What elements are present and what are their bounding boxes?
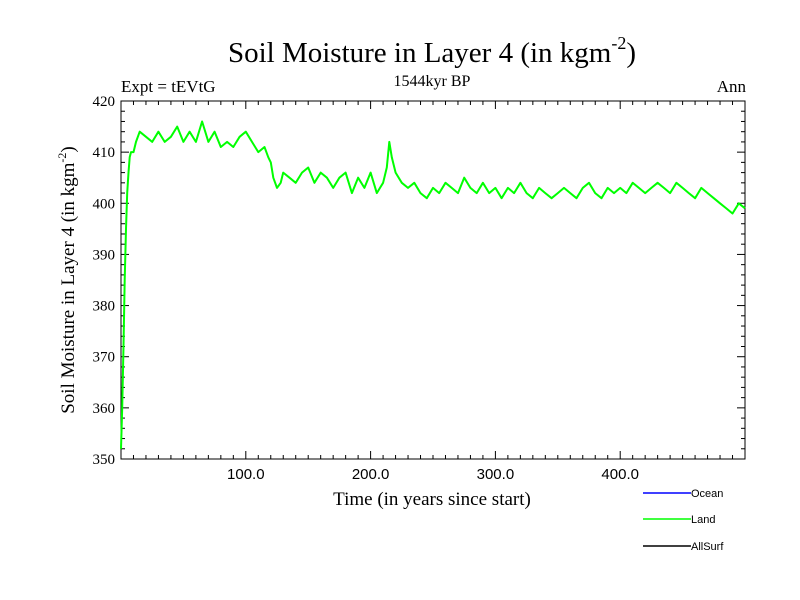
y-tick-label: 400 [93, 196, 116, 212]
subtitle-left: Expt = tEVtG [121, 77, 216, 96]
axis-tick-labels: 350 360 370 380 390 400 410 420 100.0 200.0 300.0 4… [93, 94, 639, 483]
y-tick-label: 420 [93, 94, 116, 110]
chart-title-main: Soil Moisture in Layer 4 (in kgm [228, 37, 612, 69]
y-tick-label: 350 [93, 452, 116, 468]
chart-title: Soil Moisture in Layer 4 (in kgm-2) [228, 33, 636, 69]
legend-label-land: Land [691, 514, 715, 526]
y-tick-label: 390 [93, 247, 116, 263]
y-tick-label: 380 [93, 299, 116, 315]
subtitle-right: Ann [717, 77, 747, 96]
legend: Ocean Land AllSurf [643, 488, 724, 553]
y-axis-label: Soil Moisture in Layer 4 (in kgm-2) [55, 146, 79, 414]
y-tick-label: 410 [93, 145, 116, 161]
chart-title-sup: -2 [611, 33, 626, 53]
x-axis-label: Time (in years since start) [333, 489, 531, 510]
y-tick-label: 370 [93, 350, 116, 366]
y-axis-label-main: Soil Moisture in Layer 4 (in kgm [58, 162, 79, 413]
subtitle-center: 1544kyr BP [394, 73, 471, 90]
y-tick-label: 360 [93, 401, 116, 417]
x-tick-label: 100.0 [227, 466, 265, 483]
legend-label-ocean: Ocean [691, 488, 723, 500]
x-tick-label: 200.0 [352, 466, 390, 483]
y-axis-label-close: ) [58, 146, 79, 152]
series-line-land [120, 120, 746, 449]
x-tick-label: 400.0 [601, 466, 639, 483]
axis-ticks [121, 100, 745, 460]
y-axis-label-sup: -2 [55, 153, 69, 163]
x-tick-label: 300.0 [477, 466, 515, 483]
plot-frame [120, 100, 746, 460]
legend-label-allsurf: AllSurf [691, 541, 724, 553]
series-lines [120, 120, 746, 449]
chart-title-close: ) [626, 37, 636, 69]
